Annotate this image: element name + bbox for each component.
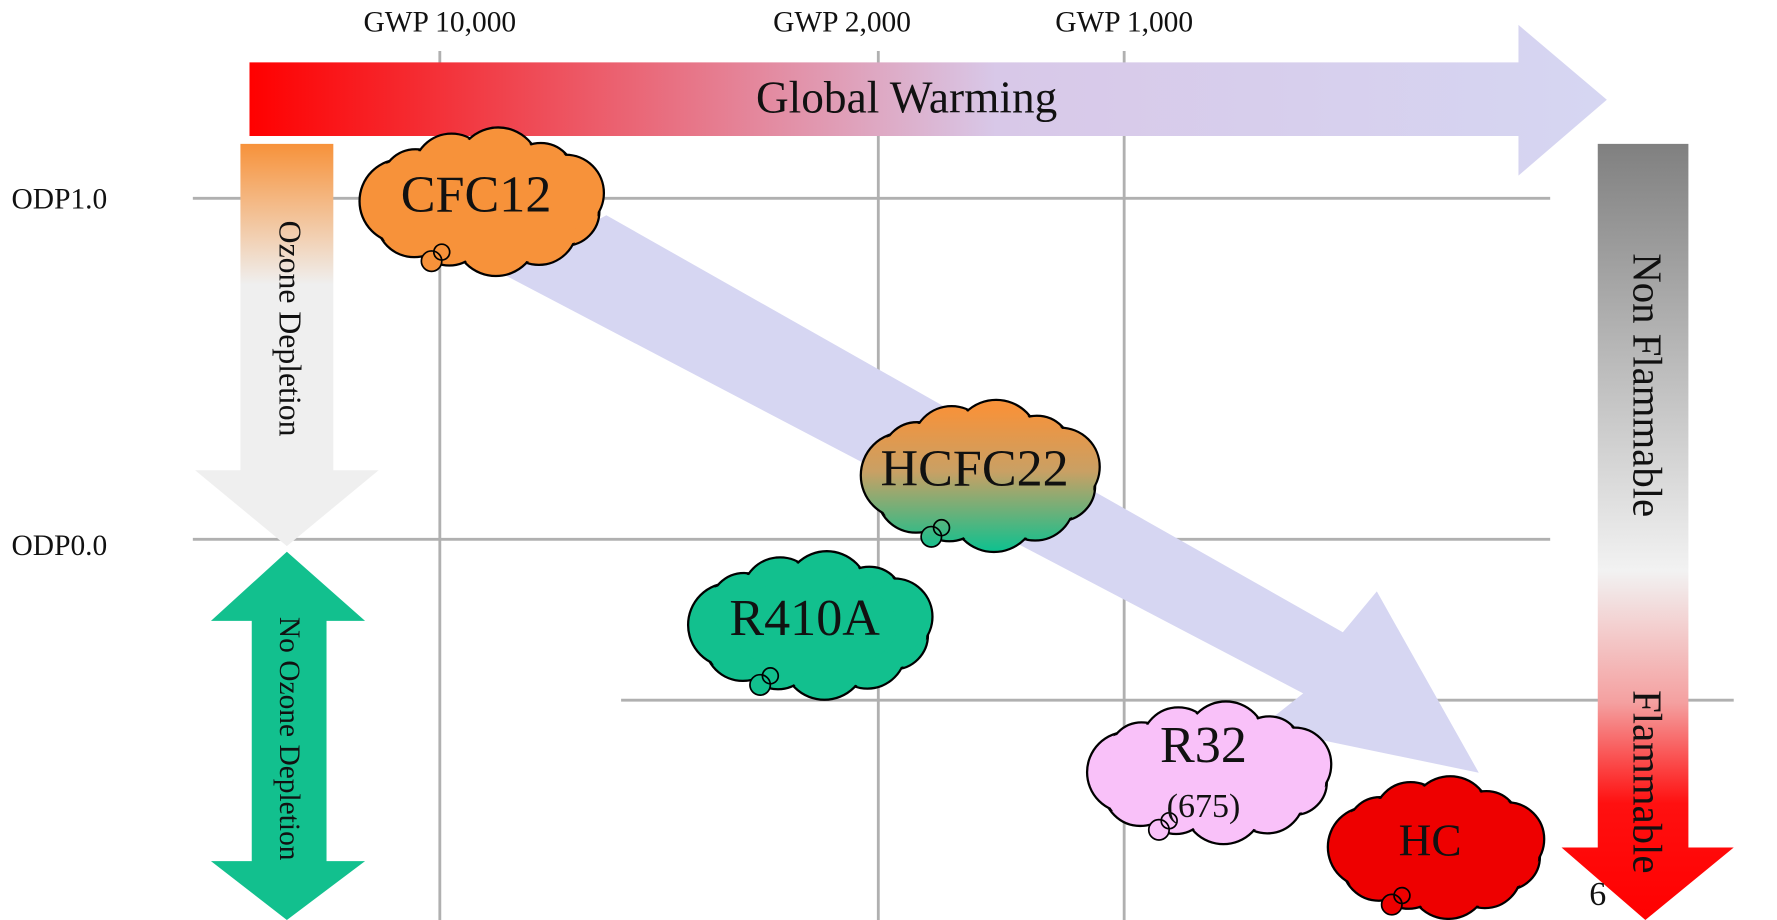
cloud: HC — [1328, 776, 1544, 919]
arrow-label: Ozone Depletion — [273, 221, 308, 437]
gwp-label: GWP 1,000 — [1055, 7, 1193, 39]
cloud: CFC12 — [360, 127, 604, 276]
odp-label: ODP1.0 — [12, 183, 108, 215]
gwp-label: GWP 10,000 — [364, 7, 517, 39]
refrigerant-note: (675) — [1167, 788, 1241, 825]
clouds: CFC12 HCFC22 R410A R32 (675) HC — [360, 127, 1545, 918]
refrigerant-name: HCFC22 — [880, 441, 1068, 498]
cloud-tail — [921, 527, 941, 547]
diagram: GWP 10,000 GWP 2,000 GWP 1,000 ODP1.0 OD… — [0, 0, 1777, 920]
cloud: R410A — [688, 551, 932, 700]
cloud-tail — [750, 675, 770, 695]
arrow-label: Global Warming — [756, 72, 1057, 122]
refrigerant-name: R32 — [1160, 717, 1247, 774]
arrow-label: No Ozone Depletion — [273, 617, 305, 861]
refrigerant-name: CFC12 — [401, 166, 552, 223]
page-number: 6 — [1589, 876, 1606, 913]
odp-label: ODP0.0 — [12, 530, 108, 562]
cloud-tail — [1382, 894, 1402, 914]
refrigerant-name: HC — [1399, 816, 1462, 866]
refrigerant-name: R410A — [729, 590, 880, 647]
arrow-label: Non Flammable — [1625, 253, 1670, 517]
arrow-label: Flammable — [1625, 690, 1670, 873]
gwp-label: GWP 2,000 — [773, 7, 911, 39]
cloud-tail — [421, 251, 441, 271]
